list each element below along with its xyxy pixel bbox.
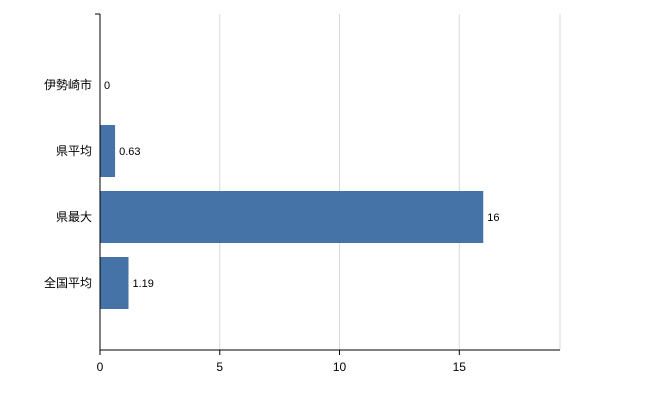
- category-label-3: 全国平均: [44, 275, 92, 290]
- x-tick-label: 5: [216, 360, 223, 374]
- category-label-0: 伊勢崎市: [44, 77, 92, 92]
- category-label-1: 県平均: [56, 144, 92, 158]
- bar-3: [100, 257, 129, 309]
- value-label-1: 0.63: [119, 146, 140, 158]
- bar-2: [100, 191, 484, 243]
- x-tick-label: 0: [97, 360, 104, 374]
- x-tick-label: 15: [453, 360, 467, 374]
- value-label-3: 1.19: [133, 278, 154, 290]
- value-label-2: 16: [487, 212, 499, 224]
- category-label-2: 県最大: [56, 210, 92, 224]
- bar-1: [100, 125, 116, 177]
- x-tick-label: 10: [333, 360, 347, 374]
- value-label-0: 0: [104, 80, 110, 92]
